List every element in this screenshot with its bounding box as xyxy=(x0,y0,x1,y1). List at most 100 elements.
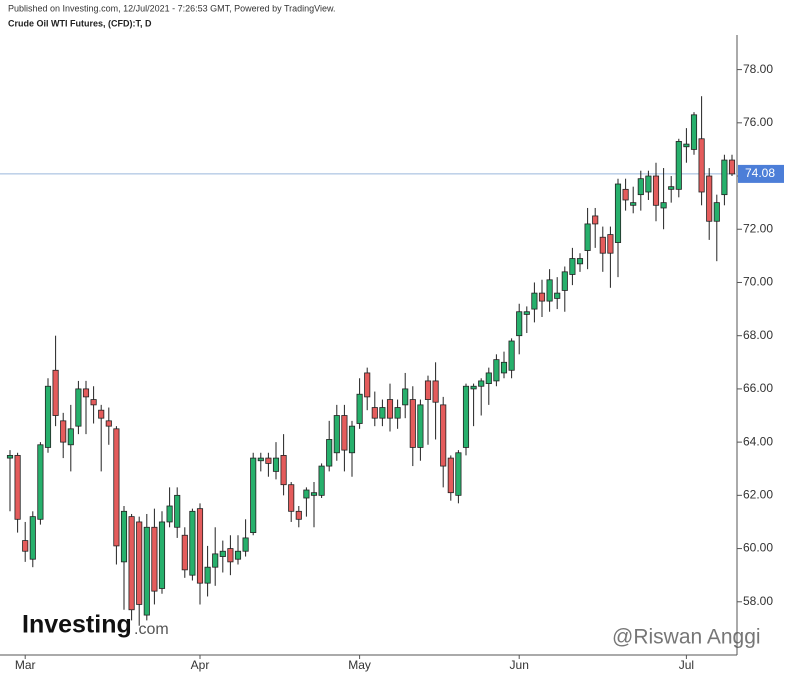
candle-body xyxy=(60,420,67,443)
candle-body xyxy=(516,311,523,337)
candle-body xyxy=(326,439,333,467)
y-tick-label: 70.00 xyxy=(743,275,773,289)
y-tick-label: 64.00 xyxy=(743,434,773,448)
candle-body xyxy=(409,399,416,448)
candle-body xyxy=(645,175,652,193)
candle-body xyxy=(500,361,508,374)
candle-body xyxy=(485,372,492,384)
candle-body xyxy=(394,407,401,419)
candle-body xyxy=(728,159,736,175)
candle-body xyxy=(288,484,295,512)
candle-body xyxy=(447,457,454,494)
candle-body xyxy=(166,505,173,523)
candle-body xyxy=(303,489,310,499)
candle-body xyxy=(348,425,356,454)
candle-body xyxy=(181,534,188,571)
candle-body xyxy=(683,143,690,148)
candle-body xyxy=(538,292,546,302)
candle-body xyxy=(151,526,158,592)
candle-body xyxy=(310,492,318,496)
candle-body xyxy=(204,566,211,584)
x-tick-label: Jun xyxy=(510,658,529,672)
candle-body xyxy=(424,380,432,400)
x-tick-label: Mar xyxy=(15,658,36,672)
candle-body xyxy=(75,388,82,427)
candle-body xyxy=(402,388,409,406)
candle-body xyxy=(561,271,568,291)
candle-body xyxy=(356,393,363,424)
candle-body xyxy=(196,508,204,584)
x-tick-label: Jul xyxy=(679,658,694,672)
candle-body xyxy=(295,510,302,520)
candle-body xyxy=(440,404,447,467)
candle-body xyxy=(29,516,36,560)
candle-body xyxy=(136,521,143,605)
candle-body xyxy=(128,516,135,611)
candle-body xyxy=(143,526,150,616)
candle-body xyxy=(219,550,226,557)
last-price-box xyxy=(738,164,784,183)
candle-body xyxy=(22,540,29,552)
candle-body xyxy=(531,292,538,310)
candle-body xyxy=(493,359,500,382)
candle-body xyxy=(569,258,576,275)
candle-body xyxy=(280,455,287,486)
author-watermark: @Riswan Anggi xyxy=(612,626,761,649)
candle-body xyxy=(713,202,720,222)
candle-body xyxy=(630,202,637,206)
candle-body xyxy=(462,385,470,448)
logo-suffix: .com xyxy=(134,621,169,638)
candle-body xyxy=(212,553,219,568)
candle-body xyxy=(257,457,264,462)
y-tick-label: 62.00 xyxy=(743,488,773,502)
y-tick-label: 66.00 xyxy=(743,381,773,395)
y-tick-label: 58.00 xyxy=(743,594,773,608)
candle-body xyxy=(554,292,561,299)
candle-body xyxy=(432,380,439,403)
candle-body xyxy=(174,494,181,528)
candle-body xyxy=(721,159,728,196)
candle-body xyxy=(652,175,660,206)
candle-body xyxy=(470,385,477,390)
candle-body xyxy=(478,380,485,387)
candle-body xyxy=(637,178,644,196)
candle-body xyxy=(386,399,394,419)
candle-body xyxy=(52,369,59,416)
candle-body xyxy=(546,279,553,302)
y-tick-label: 68.00 xyxy=(743,328,773,342)
candle-body xyxy=(675,141,682,190)
published-note: Published on Investing.com, 12/Jul/2021 … xyxy=(8,3,336,13)
candle-body xyxy=(508,340,515,371)
candle-body xyxy=(660,202,667,209)
candle-body xyxy=(379,407,386,419)
candle-body xyxy=(105,420,112,427)
candle-body xyxy=(341,415,348,451)
candle-body xyxy=(622,188,629,201)
candle-body xyxy=(614,183,622,243)
x-tick-label: May xyxy=(348,658,371,672)
candle-body xyxy=(6,455,14,459)
x-tick-label: Apr xyxy=(191,658,210,672)
candle-body xyxy=(14,455,21,520)
candle-body xyxy=(523,311,530,315)
y-tick-label: 72.00 xyxy=(743,221,773,235)
candle-body xyxy=(318,465,325,496)
candle-body xyxy=(272,457,280,472)
last-price-label: 74.08 xyxy=(745,166,775,180)
candle-body xyxy=(113,428,120,547)
candle-body xyxy=(371,407,378,419)
candle-body xyxy=(592,215,599,225)
candle-body xyxy=(250,457,257,533)
candle-body xyxy=(584,223,591,251)
candle-body xyxy=(698,138,705,193)
candle-body xyxy=(417,404,424,448)
y-tick-label: 76.00 xyxy=(743,115,773,129)
y-tick-label: 78.00 xyxy=(743,62,773,76)
candle-body xyxy=(668,186,675,190)
candle-body xyxy=(82,388,90,398)
symbol-title: Crude Oil WTI Futures, (CFD):T, D xyxy=(8,18,152,28)
candle-body xyxy=(37,444,44,520)
y-tick-label: 60.00 xyxy=(743,541,773,555)
candle-body xyxy=(333,415,340,454)
